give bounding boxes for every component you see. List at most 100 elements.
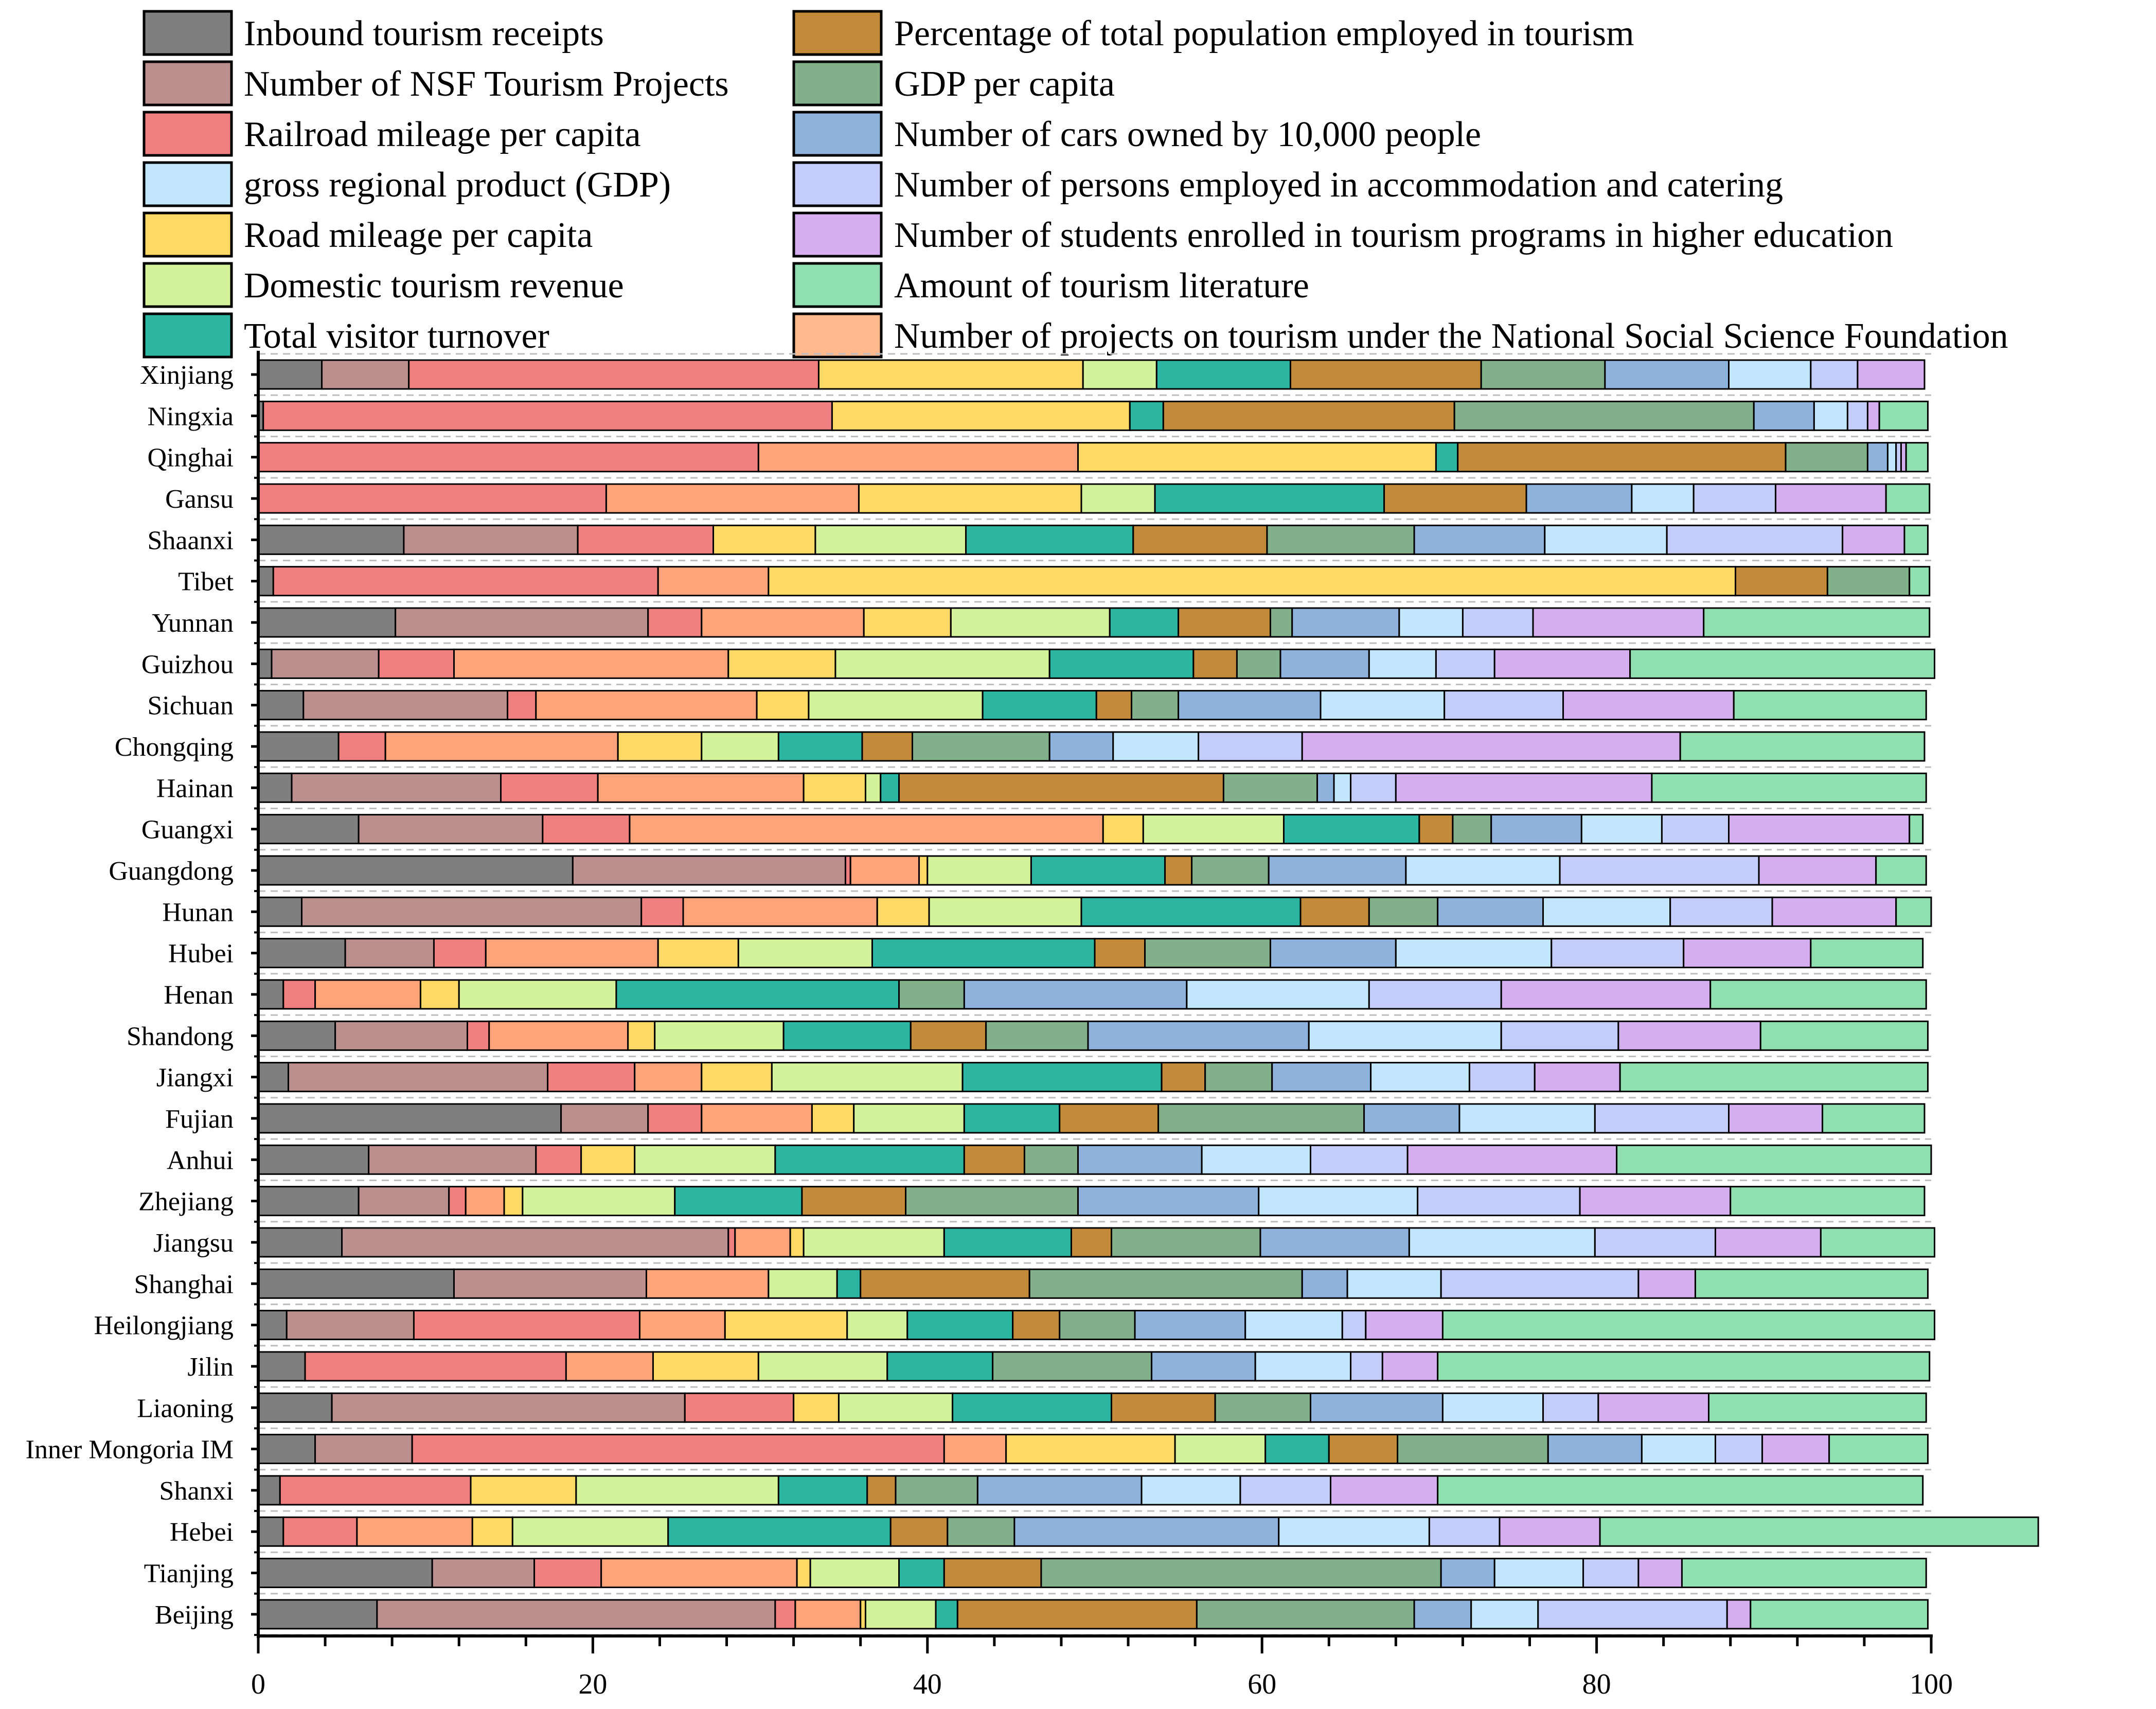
bar-segment-anhui-5 — [634, 1144, 776, 1175]
bar-row-jiangsu — [257, 1227, 1936, 1258]
bar-segment-beijing-3 — [794, 1599, 862, 1630]
legend-label: GDP per capita — [894, 64, 1115, 104]
bar-row-zhejiang — [257, 1186, 1926, 1217]
bar-segment-hebei-11 — [1428, 1516, 1501, 1547]
bar-segment-guangxi-9 — [1490, 814, 1582, 845]
legend-label: Number of persons employed in accommodat… — [894, 165, 1783, 205]
bar-segment-hunan-11 — [1669, 896, 1773, 927]
legend-label: Percentage of total population employed … — [894, 14, 1634, 54]
y-tick-label-hunan: Hunan — [162, 898, 234, 927]
y-tick-label-beijing: Beijing — [155, 1600, 234, 1630]
bar-segment-hainan-10 — [1333, 772, 1352, 803]
legend-item-right-0: Percentage of total population employed … — [792, 10, 1634, 56]
legend-swatch — [142, 161, 233, 207]
legend-label: Domestic tourism revenue — [244, 266, 624, 306]
bar-segment-shanxi-10 — [1141, 1475, 1241, 1506]
bar-segment-guangdong-11 — [1559, 855, 1760, 886]
bar-segment-shandong-4 — [627, 1020, 656, 1051]
bar-segment-anhui-11 — [1310, 1144, 1409, 1175]
bar-segment-sichuan-9 — [1178, 690, 1322, 721]
bar-segment-hubei-2 — [433, 938, 487, 969]
bar-row-tibet — [257, 566, 1931, 597]
legend-label: Number of projects on tourism under the … — [894, 316, 2008, 356]
bar-segment-hainan-7 — [898, 772, 1224, 803]
x-tick-label-80: 80 — [1582, 1668, 1611, 1700]
bar-segment-jiangsu-4 — [789, 1227, 805, 1258]
bar-segment-liaoning-7 — [1111, 1392, 1216, 1423]
bar-segment-jilin-8 — [992, 1351, 1153, 1382]
bar-segment-guangdong-1 — [572, 855, 846, 886]
bar-segment-beijing-0 — [257, 1599, 378, 1630]
bar-row-tianjing — [257, 1558, 1927, 1589]
bar-segment-ningxia-12 — [1866, 400, 1880, 431]
bar-segment-hunan-0 — [257, 896, 303, 927]
bar-segment-shaanxi-2 — [577, 524, 715, 555]
legend-swatch — [792, 262, 883, 308]
bar-segment-guizhou-12 — [1493, 648, 1631, 679]
bar-segment-liaoning-4 — [793, 1392, 840, 1423]
bar-segment-fujian-5 — [853, 1103, 965, 1134]
bar-segment-sichuan-12 — [1562, 690, 1735, 721]
bar-segment-sichuan-4 — [756, 690, 810, 721]
bar-segment-henan-6 — [615, 979, 900, 1010]
bar-segment-zhejiang-0 — [257, 1186, 360, 1217]
bar-segment-ningxia-11 — [1846, 400, 1868, 431]
bar-segment-hainan-13 — [1651, 772, 1927, 803]
y-tick-label-hebei: Hebei — [170, 1518, 234, 1547]
bar-segment-liaoning-13 — [1707, 1392, 1927, 1423]
bar-row-hebei — [257, 1516, 2039, 1547]
bar-segment-fujian-1 — [560, 1103, 649, 1134]
bar-segment-ningxia-8 — [1453, 400, 1755, 431]
row-grid — [258, 353, 1931, 1636]
bar-segment-shaanxi-6 — [965, 524, 1134, 555]
bar-segment-beijing-12 — [1726, 1599, 1752, 1630]
bar-segment-guangdong-9 — [1268, 855, 1407, 886]
bar-segment-shandong-5 — [654, 1020, 785, 1051]
bar-segment-guangxi-4 — [1102, 814, 1144, 845]
bar-segment-guangdong-5 — [926, 855, 1032, 886]
bar-segment-shandong-6 — [782, 1020, 912, 1051]
bar-segment-henan-5 — [458, 979, 617, 1010]
bar-segment-tibet-7 — [1735, 566, 1828, 597]
bar-segment-inner-mongoria-im-10 — [1641, 1434, 1716, 1465]
bar-segment-hubei-4 — [657, 938, 739, 969]
bar-segment-ningxia-4 — [831, 400, 1131, 431]
bar-segment-liaoning-0 — [257, 1392, 333, 1423]
bar-segment-hebei-0 — [257, 1516, 284, 1547]
bar-segment-inner-mongoria-im-7 — [1328, 1434, 1399, 1465]
bar-segment-hubei-8 — [1144, 938, 1271, 969]
bar-segment-shandong-2 — [467, 1020, 490, 1051]
legend-label: Amount of tourism literature — [894, 266, 1309, 306]
y-tick-label-guizhou: Guizhou — [141, 650, 234, 679]
bar-segment-jilin-5 — [757, 1351, 888, 1382]
bar-segment-guizhou-0 — [257, 648, 273, 679]
bar-segment-yunnan-6 — [1109, 607, 1180, 638]
bar-segment-jiangsu-2 — [727, 1227, 736, 1258]
y-tick-label-jiangxi: Jiangxi — [156, 1063, 234, 1093]
bar-segment-xinjiang-11 — [1810, 359, 1859, 390]
legend-item-right-2: Number of cars owned by 10,000 people — [792, 111, 1481, 157]
bar-segment-liaoning-5 — [838, 1392, 954, 1423]
bar-segment-shandong-1 — [334, 1020, 468, 1051]
bar-segment-tianjing-5 — [809, 1558, 900, 1589]
legend-swatch — [142, 60, 233, 106]
bar-segment-shanghai-11 — [1440, 1268, 1640, 1299]
bar-segment-inner-mongoria-im-3 — [943, 1434, 1007, 1465]
bar-segment-yunnan-7 — [1178, 607, 1271, 638]
bar-row-yunnan — [257, 607, 1931, 638]
y-tick-label-yunnan: Yunnan — [152, 609, 234, 638]
y-tick-label-anhui: Anhui — [167, 1146, 234, 1175]
bar-segment-shaanxi-12 — [1842, 524, 1905, 555]
bar-segment-sichuan-1 — [302, 690, 509, 721]
bar-segment-ningxia-6 — [1129, 400, 1164, 431]
bar-segment-yunnan-4 — [863, 607, 952, 638]
bar-segment-tianjing-7 — [943, 1558, 1042, 1589]
bar-segment-liaoning-12 — [1597, 1392, 1709, 1423]
bar-segment-ningxia-10 — [1813, 400, 1848, 431]
bar-segment-anhui-2 — [535, 1144, 582, 1175]
bar-segment-heilongjiang-11 — [1341, 1310, 1367, 1341]
bar-segment-qinghai-9 — [1866, 442, 1888, 473]
bar-segment-yunnan-12 — [1532, 607, 1705, 638]
bar-segment-shanxi-8 — [895, 1475, 978, 1506]
bar-segment-beijing-2 — [774, 1599, 796, 1630]
